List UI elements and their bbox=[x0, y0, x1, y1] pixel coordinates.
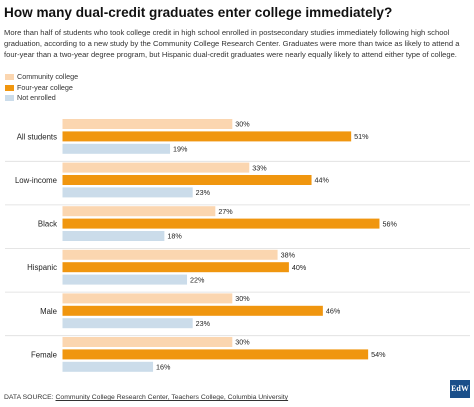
chart-title: How many dual-credit graduates enter col… bbox=[4, 5, 393, 20]
data-label-four-year-college-low-income: 44% bbox=[315, 176, 330, 185]
data-label-four-year-college-black: 56% bbox=[382, 219, 397, 228]
data-source-link[interactable]: Community College Research Center, Teach… bbox=[55, 394, 289, 401]
legend-label-community-college: Community college bbox=[17, 72, 79, 81]
bar-not-enrolled-female bbox=[62, 361, 154, 372]
bar-four-year-college-black bbox=[62, 218, 380, 229]
category-label-female: Female bbox=[31, 350, 57, 359]
data-label-community-college-male: 30% bbox=[235, 294, 250, 303]
bar-not-enrolled-hispanic bbox=[62, 274, 188, 285]
category-label-hispanic: Hispanic bbox=[27, 263, 57, 272]
edweek-logo: EdW bbox=[450, 380, 470, 398]
bar-not-enrolled-male bbox=[62, 318, 193, 329]
chart-subtitle: More than half of students who took coll… bbox=[4, 28, 460, 60]
category-label-black: Black bbox=[38, 220, 57, 229]
data-label-four-year-college-hispanic: 40% bbox=[292, 263, 307, 272]
bar-community-college-black bbox=[62, 206, 216, 217]
category-label-all-students: All students bbox=[17, 132, 57, 141]
data-label-community-college-female: 30% bbox=[235, 338, 250, 347]
bar-four-year-college-female bbox=[62, 349, 369, 360]
data-label-four-year-college-male: 46% bbox=[326, 307, 341, 316]
data-label-community-college-black: 27% bbox=[218, 207, 233, 216]
data-label-not-enrolled-female: 16% bbox=[156, 363, 171, 372]
bar-community-college-female bbox=[62, 337, 233, 347]
data-source: DATA SOURCE: Community College Research … bbox=[4, 394, 288, 401]
bar-community-college-hispanic bbox=[62, 249, 278, 260]
data-label-not-enrolled-male: 23% bbox=[196, 319, 211, 328]
data-label-not-enrolled-all-students: 19% bbox=[173, 145, 188, 154]
legend-swatch-community-college bbox=[5, 74, 14, 80]
bar-not-enrolled-all-students bbox=[62, 143, 171, 154]
bar-community-college-male bbox=[62, 293, 233, 304]
bar-community-college-all-students bbox=[62, 119, 233, 129]
data-label-four-year-college-all-students: 51% bbox=[354, 132, 369, 141]
bar-four-year-college-all-students bbox=[62, 131, 352, 142]
legend-label-not-enrolled: Not enrolled bbox=[17, 93, 56, 102]
bar-four-year-college-male bbox=[62, 305, 323, 316]
data-label-not-enrolled-hispanic: 22% bbox=[190, 275, 205, 284]
data-label-community-college-low-income: 33% bbox=[252, 163, 267, 172]
legend-label-four-year-college: Four-year college bbox=[17, 82, 73, 92]
data-label-community-college-hispanic: 38% bbox=[281, 251, 296, 260]
bar-not-enrolled-black bbox=[62, 231, 165, 241]
bar-four-year-college-low-income bbox=[62, 175, 312, 185]
data-label-not-enrolled-black: 18% bbox=[167, 232, 182, 241]
data-source-prefix: DATA SOURCE: bbox=[4, 394, 56, 401]
legend-swatch-not-enrolled bbox=[5, 95, 14, 101]
legend-swatch-four-year-college bbox=[5, 84, 14, 91]
category-label-male: Male bbox=[40, 307, 57, 316]
data-label-community-college-all-students: 30% bbox=[235, 120, 250, 129]
category-label-low-income: Low-income bbox=[15, 176, 57, 185]
bar-not-enrolled-low-income bbox=[62, 187, 193, 198]
data-label-four-year-college-female: 54% bbox=[371, 350, 386, 359]
data-label-not-enrolled-low-income: 23% bbox=[196, 188, 211, 197]
bar-community-college-low-income bbox=[62, 162, 250, 173]
bar-four-year-college-hispanic bbox=[62, 262, 289, 273]
